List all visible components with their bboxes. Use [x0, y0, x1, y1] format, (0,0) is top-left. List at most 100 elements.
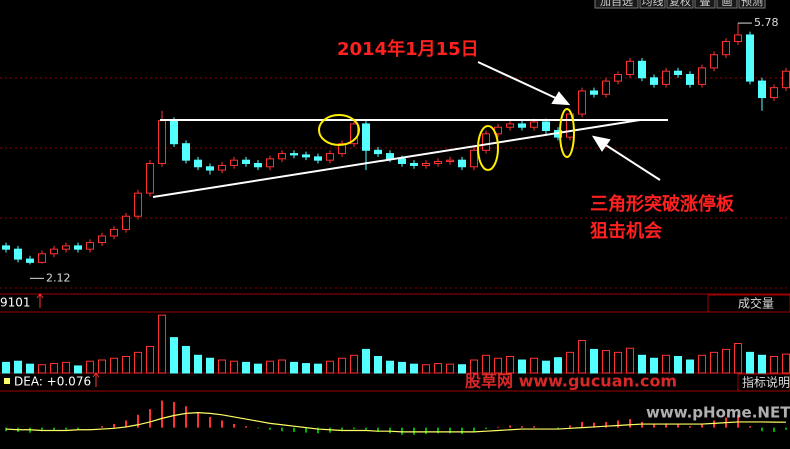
- marks: 5.78 2.12: [2, 16, 790, 435]
- dea-line: [5, 412, 787, 433]
- candle-body: [530, 121, 538, 128]
- candle-body: [590, 90, 598, 95]
- candle-body: [578, 90, 586, 115]
- volume-bar: [698, 354, 706, 374]
- candle-body: [650, 77, 658, 85]
- candle-body: [146, 162, 154, 194]
- up-arrow: [36, 293, 44, 308]
- toolbar-label: 加自选: [600, 0, 633, 8]
- volume-bar: [38, 364, 46, 374]
- volume-bar: [194, 354, 202, 374]
- price-grid: [0, 77, 790, 289]
- volume-bar: [146, 345, 154, 374]
- candle-body: [746, 34, 754, 82]
- candle-body: [14, 248, 22, 260]
- volume-bar: [686, 359, 694, 374]
- candle-body: [278, 153, 286, 160]
- volume-bar: [170, 337, 178, 374]
- volume-bar: [494, 357, 502, 374]
- candle-body: [62, 245, 70, 250]
- toolbar: 加自选 均线 复权 叠 画预测: [594, 0, 766, 9]
- volume-bar: [134, 351, 142, 374]
- candle-body: [722, 41, 730, 56]
- toolbar-label: 均线: [642, 0, 664, 8]
- candle-body: [50, 248, 58, 255]
- candle-body: [410, 162, 418, 166]
- candle-body: [302, 154, 310, 158]
- highlight-ellipse: [559, 108, 575, 158]
- candle-body: [446, 159, 454, 163]
- volume-bar: [758, 354, 766, 374]
- volume-bar: [110, 357, 118, 374]
- toolbar-button[interactable]: [594, 0, 639, 9]
- candle-body: [170, 120, 178, 145]
- candle-body: [662, 70, 670, 85]
- toolbar-button[interactable]: [716, 0, 738, 9]
- arrow-line: [600, 141, 661, 181]
- candle-body: [182, 143, 190, 161]
- volume-bar: [782, 353, 790, 374]
- candle-body: [674, 70, 682, 75]
- toolbar-button[interactable]: [639, 0, 666, 9]
- volume-bar: [410, 363, 418, 374]
- toolbar-button[interactable]: [694, 0, 716, 9]
- volume-bar: [362, 348, 370, 374]
- volume-bar: [122, 355, 130, 374]
- volume-bar: [434, 363, 442, 374]
- candle-body: [134, 192, 142, 217]
- volume-bar: [674, 355, 682, 374]
- toolbar-button[interactable]: [666, 0, 694, 9]
- candle-body: [470, 149, 478, 168]
- indicator-button[interactable]: [737, 373, 790, 392]
- candle-body: [386, 153, 394, 160]
- volume-bar: [626, 347, 634, 374]
- watermark: 股草网 www.gucuan.com: [465, 372, 677, 391]
- volume-bar: [206, 357, 214, 374]
- candle-body: [518, 123, 526, 128]
- volume-button[interactable]: [707, 294, 790, 313]
- watermark: www.pHome.NET: [646, 404, 790, 422]
- volume-bar: [518, 359, 526, 374]
- candle-body: [206, 166, 214, 171]
- volume-bar: [290, 361, 298, 374]
- volume-bar: [254, 363, 262, 374]
- indicator-button-label: 指标说明: [742, 375, 790, 390]
- candle-body: [782, 70, 790, 89]
- arrows: [477, 61, 661, 181]
- candle-body: [770, 87, 778, 99]
- toolbar-label: 复权: [669, 0, 691, 8]
- volume-bar: [446, 363, 454, 374]
- volume-bar: [554, 357, 562, 374]
- candle-body: [110, 228, 118, 237]
- arrow-head: [551, 91, 571, 106]
- volume-bar: [2, 361, 10, 374]
- high-label: 5.78: [754, 16, 779, 29]
- toolbar-label: 预测: [741, 0, 763, 8]
- callout: 狙击机会: [590, 220, 662, 242]
- volume-bar: [338, 357, 346, 374]
- candle-body: [398, 158, 406, 164]
- volume-bar: [74, 365, 82, 374]
- support-line: [152, 119, 641, 198]
- candle-body: [422, 162, 430, 166]
- callout: 2014年1月15日: [337, 38, 479, 60]
- candle-body: [86, 242, 94, 250]
- candle-body: [26, 258, 34, 263]
- volume-bar: [458, 364, 466, 374]
- candle-body: [314, 156, 322, 161]
- up-arrow: [92, 372, 100, 387]
- volume-bar: [302, 363, 310, 374]
- dea-label: DEA: +0.076: [14, 375, 91, 389]
- volume-bar: [482, 354, 490, 374]
- candle-body: [230, 159, 238, 166]
- volume-bar: [314, 363, 322, 374]
- toolbar-button[interactable]: [738, 0, 766, 9]
- volume-bar: [590, 348, 598, 374]
- candle-body: [266, 158, 274, 168]
- volume-bar: [398, 361, 406, 374]
- volume-title: 成交量: [738, 296, 774, 311]
- volume-bar: [506, 355, 514, 374]
- candle-body: [2, 245, 10, 250]
